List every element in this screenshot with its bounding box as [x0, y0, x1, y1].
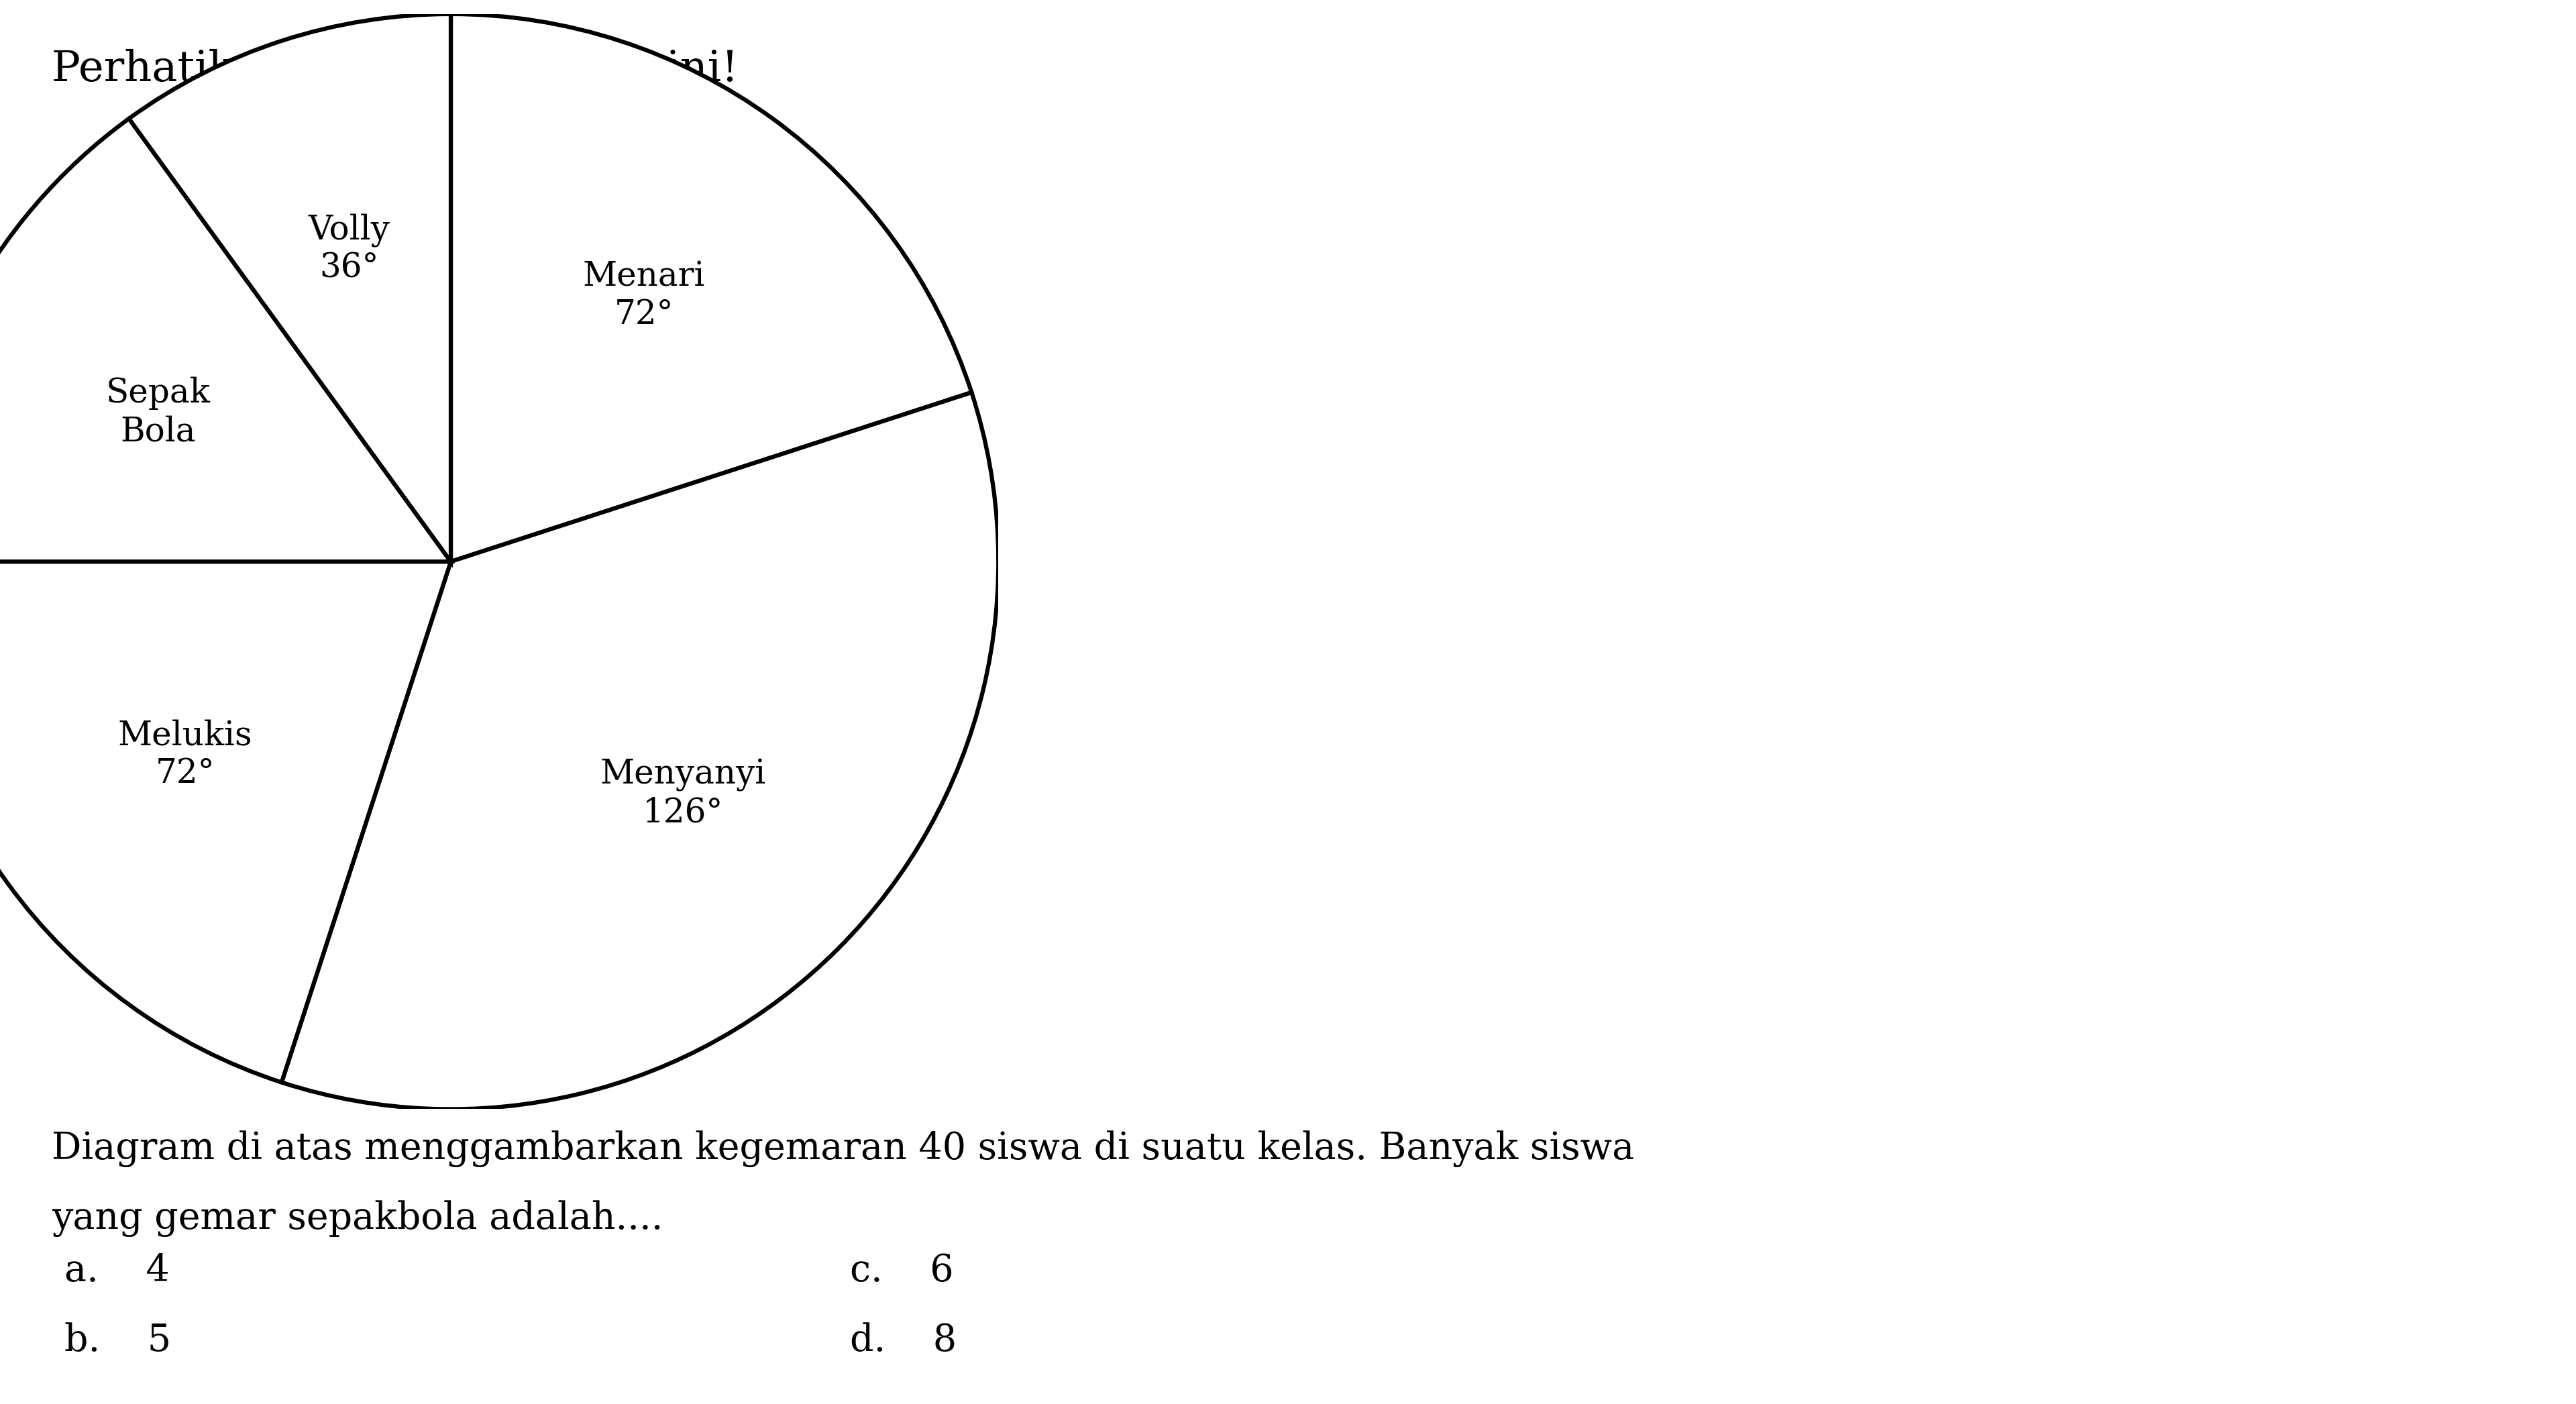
Text: d.    8: d. 8 [850, 1323, 956, 1359]
Text: c.    6: c. 6 [850, 1252, 953, 1289]
Text: yang gemar sepakbola adalah....: yang gemar sepakbola adalah.... [52, 1200, 662, 1237]
Wedge shape [0, 118, 451, 562]
Text: a.    4: a. 4 [64, 1252, 170, 1289]
Text: Menari
72°: Menari 72° [582, 260, 706, 331]
Wedge shape [451, 14, 971, 562]
Wedge shape [281, 392, 999, 1109]
Text: Melukis
72°: Melukis 72° [118, 719, 252, 790]
Text: Menyanyi
126°: Menyanyi 126° [600, 758, 765, 830]
Text: Volly
36°: Volly 36° [309, 213, 389, 285]
Wedge shape [0, 562, 451, 1082]
Text: Sepak
Bola: Sepak Bola [106, 376, 211, 448]
Wedge shape [129, 14, 451, 562]
Text: b.    5: b. 5 [64, 1323, 170, 1359]
Text: Perhatikan diagram berikut ini!: Perhatikan diagram berikut ini! [52, 49, 739, 91]
Text: Diagram di atas menggambarkan kegemaran 40 siswa di suatu kelas. Banyak siswa: Diagram di atas menggambarkan kegemaran … [52, 1130, 1633, 1167]
